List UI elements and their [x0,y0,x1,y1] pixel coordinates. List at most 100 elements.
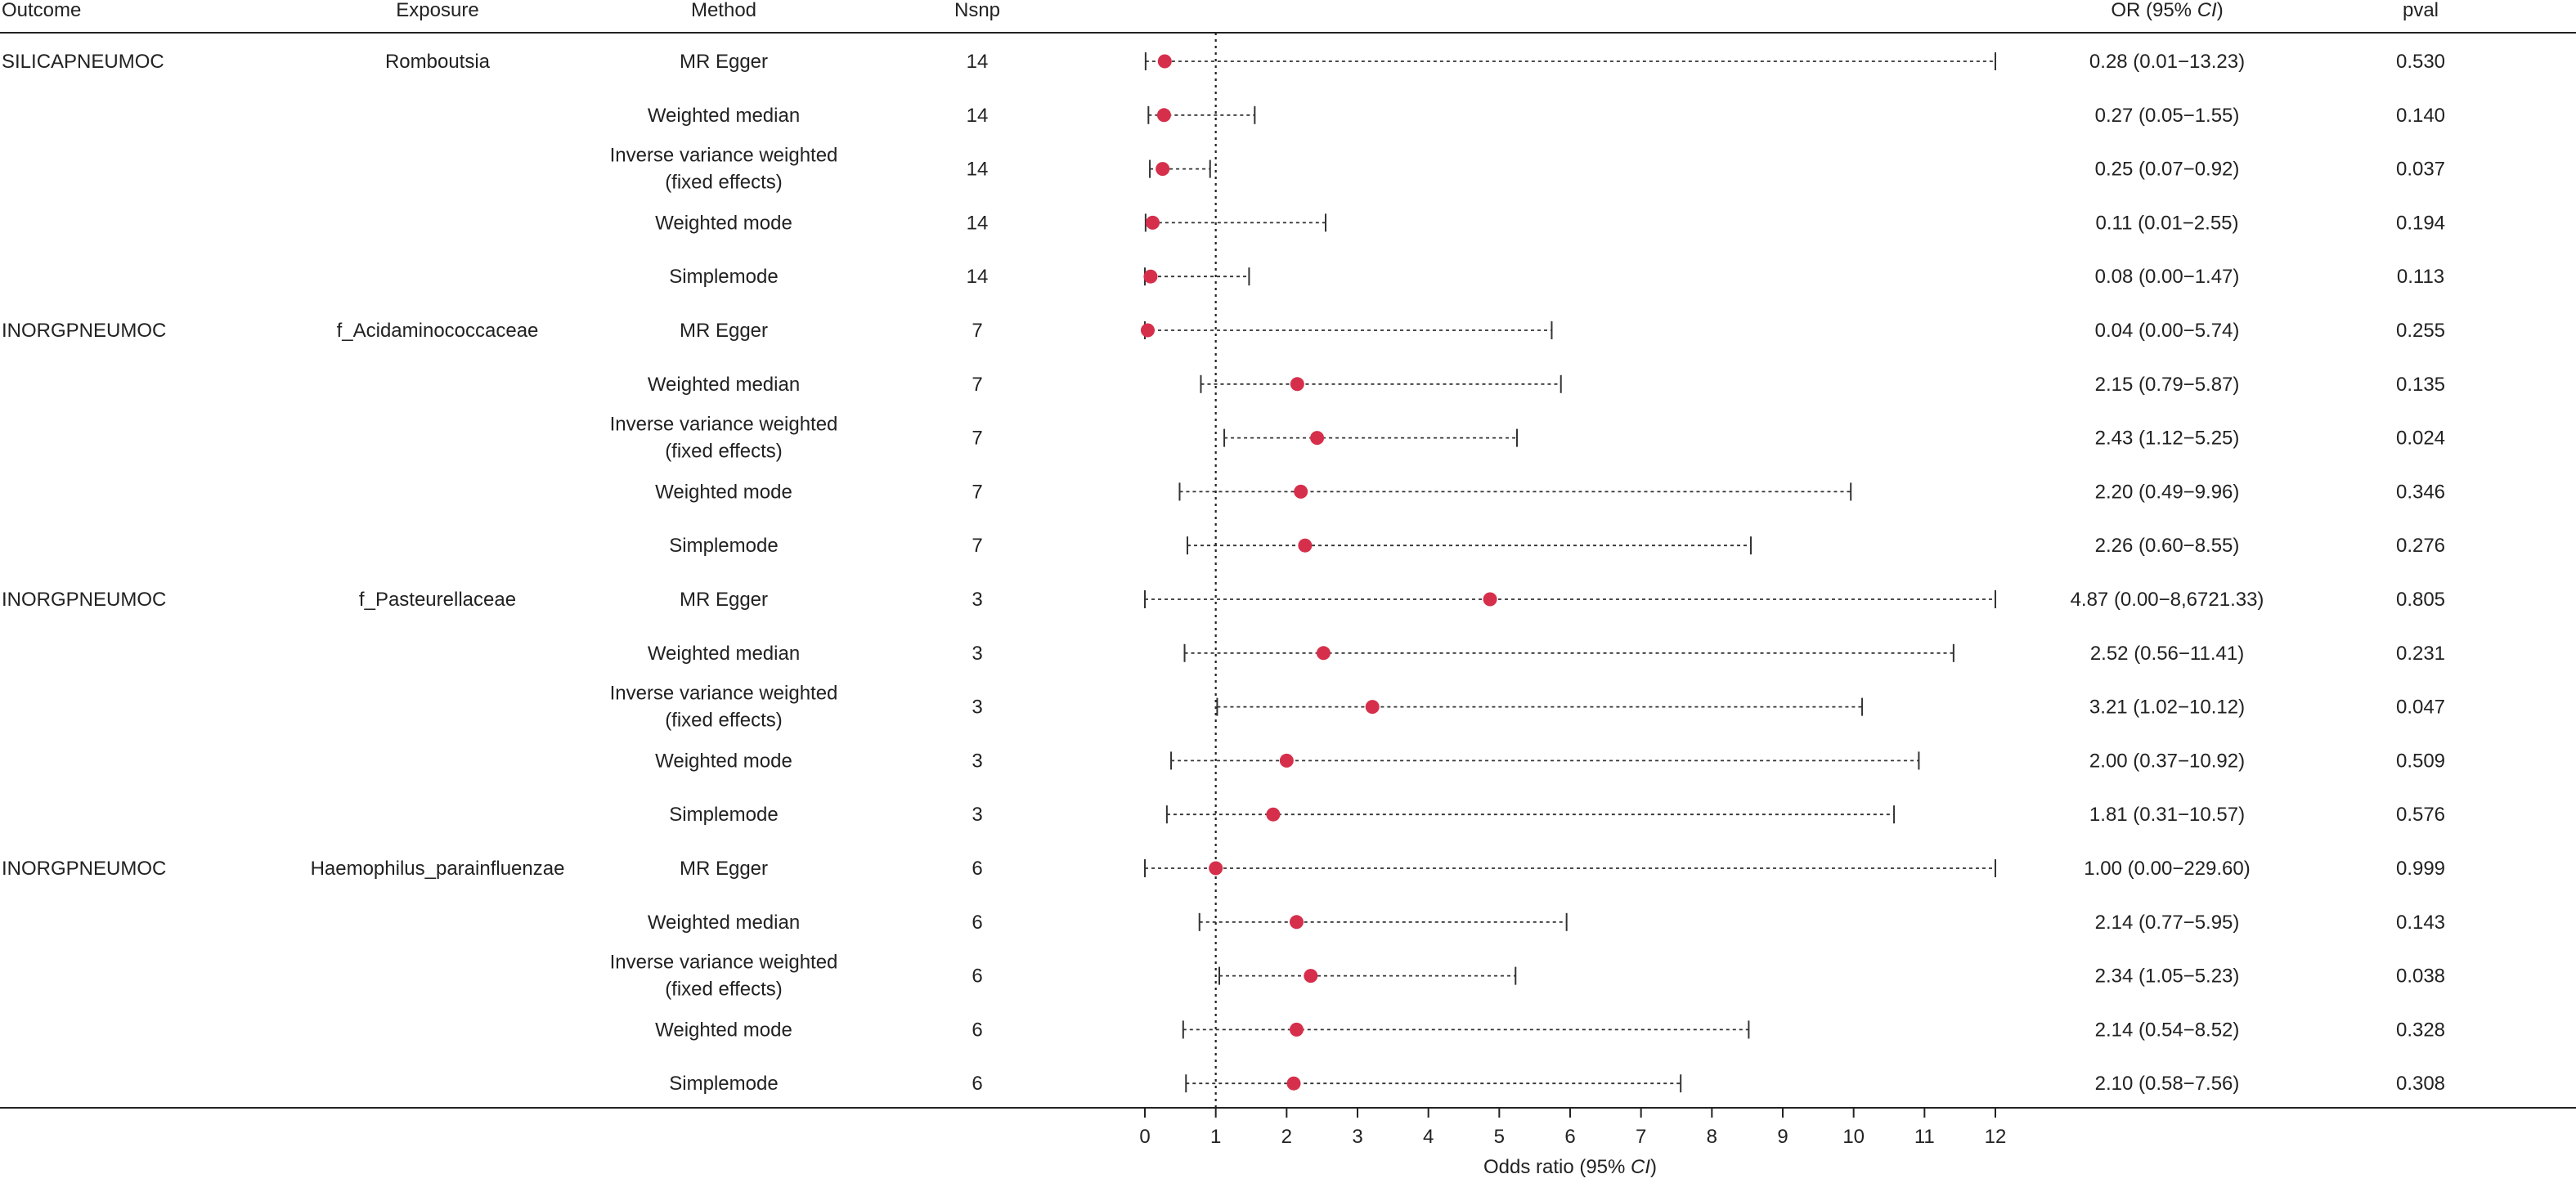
row-nsnp: 3 [972,697,982,719]
x-tick-label: 5 [1494,1126,1505,1148]
row-method-sub: (fixed effects) [665,172,783,194]
row-outcome: INORGPNEUMOC [2,858,166,880]
table-row: Inverse variance weighted (fixed effects)… [610,414,2445,463]
row-nsnp: 14 [967,105,989,127]
row-method: Simplemode [669,1073,778,1095]
table-row: INORGPNEUMOC Haemophilus_parainfluenzae MR… [2,858,2445,880]
row-pval: 0.047 [2396,697,2445,719]
point-estimate [1266,807,1281,822]
row-or-ci: 2.10 (0.58−7.56) [2095,1073,2240,1095]
point-estimate [1316,646,1331,661]
table-row: INORGPNEUMOC f_Acidaminococcaceae MR Egger… [2,320,2445,342]
row-method: Inverse variance weighted [610,952,838,974]
row-method-sub: (fixed effects) [665,441,783,463]
x-tick-label: 11 [1914,1126,1935,1148]
point-estimate [1156,108,1171,123]
row-method: Weighted median [648,374,800,396]
point-estimate [1143,269,1158,284]
row-method: Simplemode [669,266,778,288]
point-estimate [1294,484,1308,499]
row-method: Simplemode [669,535,778,557]
row-outcome: SILICAPNEUMOC [2,51,164,73]
header-row: Outcome Exposure Method Nsnp OR (95% CI)… [2,0,2439,21]
row-method: Weighted median [648,643,800,665]
row-or-ci: 1.00 (0.00−229.60) [2084,858,2251,880]
table-row: Weighted median 3 2.52 (0.56−11.41) 0.231 [648,643,2445,665]
x-tick-label: 1 [1210,1126,1221,1148]
forest-rows: SILICAPNEUMOC Romboutsia MR Egger 14 0.28 (0… [2,33,2445,1108]
row-nsnp: 7 [972,535,982,557]
row-pval: 0.509 [2396,750,2445,772]
point-estimate [1156,162,1170,177]
point-estimate [1310,431,1325,446]
header-or-ci: OR (95% CI) [2111,0,2223,21]
row-method-sub: (fixed effects) [665,979,783,1001]
table-row: Weighted median 7 2.15 (0.79−5.87) 0.135 [648,374,2445,396]
table-row: Simplemode 3 1.81 (0.31−10.57) 0.576 [669,804,2445,826]
row-pval: 0.805 [2396,589,2445,611]
point-estimate [1290,377,1304,392]
row-pval: 0.576 [2396,804,2445,826]
row-method: Simplemode [669,804,778,826]
x-tick-label: 4 [1423,1126,1434,1148]
point-estimate [1304,969,1318,984]
row-nsnp: 7 [972,481,982,503]
row-pval: 0.999 [2396,858,2445,880]
x-tick-label: 2 [1281,1126,1292,1148]
table-row: Simplemode 14 0.08 (0.00−1.47) 0.113 [669,266,2444,288]
x-tick-label: 10 [1842,1126,1865,1148]
x-tick-label: 6 [1564,1126,1575,1148]
row-method: Weighted mode [655,481,792,503]
table-row: INORGPNEUMOC f_Pasteurellaceae MR Egger 3 4.… [2,589,2445,611]
x-tick-label: 7 [1636,1126,1646,1148]
row-or-ci: 0.27 (0.05−1.55) [2095,105,2240,127]
row-exposure: f_Acidaminococcaceae [337,320,539,342]
row-nsnp: 6 [972,912,982,934]
point-estimate [1286,1076,1301,1091]
table-row: Simplemode 6 2.10 (0.58−7.56) 0.308 [669,1073,2445,1095]
row-nsnp: 14 [967,266,989,288]
row-method: Weighted mode [655,1019,792,1041]
table-row: Weighted mode 6 2.14 (0.54−8.52) 0.328 [655,1019,2445,1041]
row-pval: 0.113 [2397,266,2444,288]
row-or-ci: 2.26 (0.60−8.55) [2095,535,2240,557]
x-axis-label: Odds ratio (95% CI) [1483,1156,1657,1178]
row-nsnp: 3 [972,804,982,826]
header-method: Method [691,0,756,21]
row-or-ci: 2.34 (1.05−5.23) [2095,966,2240,988]
row-pval: 0.255 [2396,320,2445,342]
row-nsnp: 6 [972,1019,982,1041]
row-outcome: INORGPNEUMOC [2,589,166,611]
row-or-ci: 2.43 (1.12−5.25) [2095,428,2240,450]
point-estimate [1298,538,1313,553]
row-or-ci: 0.28 (0.01−13.23) [2089,51,2245,73]
table-row: Simplemode 7 2.26 (0.60−8.55) 0.276 [669,535,2445,557]
x-tick-label: 12 [1985,1126,2007,1148]
header-exposure: Exposure [396,0,478,21]
table-row: Weighted median 14 0.27 (0.05−1.55) 0.140 [648,105,2445,127]
table-row: Inverse variance weighted (fixed effects)… [610,683,2445,732]
table-row: SILICAPNEUMOC Romboutsia MR Egger 14 0.28 (0… [2,51,2445,73]
row-or-ci: 0.04 (0.00−5.74) [2095,320,2240,342]
x-tick-label: 0 [1139,1126,1150,1148]
row-method: MR Egger [680,858,768,880]
row-or-ci: 4.87 (0.00−8,6721.33) [2071,589,2264,611]
row-pval: 0.231 [2396,643,2445,665]
row-outcome: INORGPNEUMOC [2,320,166,342]
row-nsnp: 3 [972,750,982,772]
row-nsnp: 14 [967,51,989,73]
row-method: Weighted median [648,912,800,934]
row-or-ci: 2.14 (0.54−8.52) [2095,1019,2240,1041]
row-pval: 0.346 [2396,481,2445,503]
x-tick-label: 9 [1777,1126,1788,1148]
row-nsnp: 14 [967,212,989,234]
point-estimate [1209,861,1223,876]
table-row: Weighted median 6 2.14 (0.77−5.95) 0.143 [648,912,2445,934]
table-row: Weighted mode 3 2.00 (0.37−10.92) 0.509 [655,750,2445,772]
row-pval: 0.140 [2396,105,2445,127]
row-exposure: Haemophilus_parainfluenzae [311,858,565,880]
row-nsnp: 3 [972,643,982,665]
row-method: Inverse variance weighted [610,145,838,167]
point-estimate [1140,323,1155,338]
